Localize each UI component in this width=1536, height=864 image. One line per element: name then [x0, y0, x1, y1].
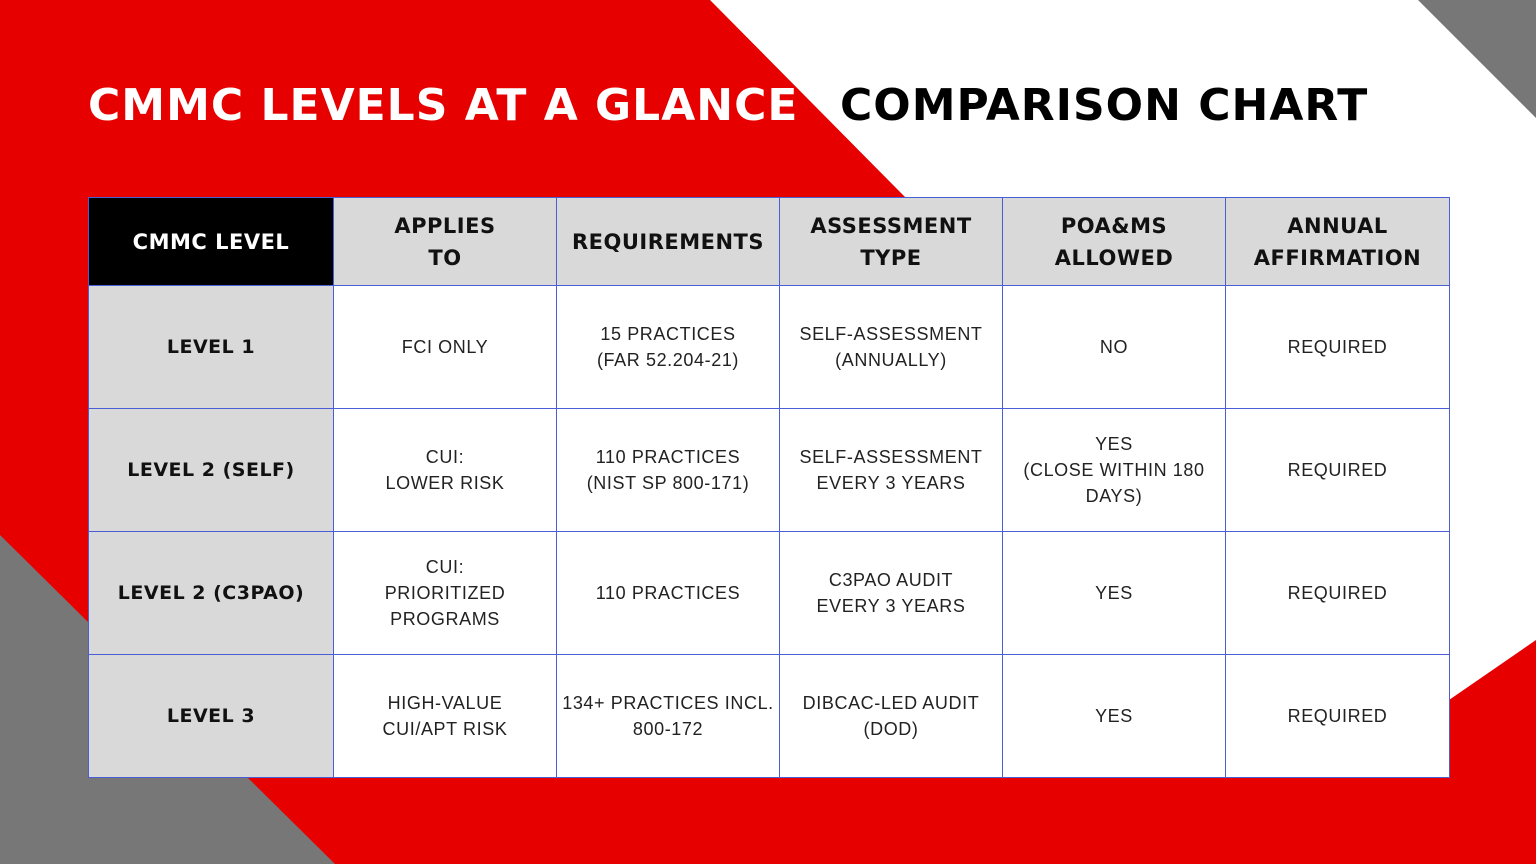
column-header: POA&MS ALLOWED: [1002, 197, 1226, 286]
column-header: ANNUAL AFFIRMATION: [1225, 197, 1450, 286]
comparison-table: CMMC LEVEL APPLIES TO REQUIREMENTS ASSES…: [88, 197, 1450, 778]
table-cell: REQUIRED: [1225, 654, 1450, 778]
table-cell: HIGH-VALUE CUI/APT RISK: [333, 654, 557, 778]
table-row: LEVEL 1 FCI ONLY 15 PRACTICES (FAR 52.20…: [88, 285, 1450, 409]
table-cell: FCI ONLY: [333, 285, 557, 409]
table-header-row: CMMC LEVEL APPLIES TO REQUIREMENTS ASSES…: [88, 197, 1450, 286]
column-header: ASSESSMENT TYPE: [779, 197, 1003, 286]
table-cell: YES: [1002, 654, 1226, 778]
page-subtitle: COMPARISON CHART: [840, 80, 1369, 131]
table-cell: DIBCAC-LED AUDIT (DOD): [779, 654, 1003, 778]
table-cell: C3PAO AUDIT EVERY 3 YEARS: [779, 531, 1003, 655]
row-label-cell: LEVEL 1: [88, 285, 334, 409]
gray-top-right-shape: [1418, 0, 1536, 118]
table-cell: 15 PRACTICES (FAR 52.204-21): [556, 285, 780, 409]
gray-bottom-left-shape: [0, 535, 335, 864]
table-cell: CUI: LOWER RISK: [333, 408, 557, 532]
table-cell: 110 PRACTICES: [556, 531, 780, 655]
table-cell: SELF-ASSESSMENT (ANNUALLY): [779, 285, 1003, 409]
table-cell: CUI: PRIORITIZED PROGRAMS: [333, 531, 557, 655]
table-cell: REQUIRED: [1225, 408, 1450, 532]
table-row: LEVEL 3 HIGH-VALUE CUI/APT RISK 134+ PRA…: [88, 654, 1450, 778]
column-header: APPLIES TO: [333, 197, 557, 286]
table-cell: NO: [1002, 285, 1226, 409]
row-label-cell: LEVEL 2 (SELF): [88, 408, 334, 532]
table-cell: REQUIRED: [1225, 531, 1450, 655]
column-header: REQUIREMENTS: [556, 197, 780, 286]
table-row: LEVEL 2 (SELF) CUI: LOWER RISK 110 PRACT…: [88, 408, 1450, 532]
table-cell: YES: [1002, 531, 1226, 655]
red-bottom-shape: [0, 778, 1536, 864]
row-label-cell: LEVEL 3: [88, 654, 334, 778]
page-title: CMMC LEVELS AT A GLANCE: [88, 80, 799, 131]
row-label-cell: LEVEL 2 (C3PAO): [88, 531, 334, 655]
table-cell: REQUIRED: [1225, 285, 1450, 409]
red-top-shape: [0, 0, 905, 778]
column-header: CMMC LEVEL: [88, 197, 334, 286]
table-cell: 134+ PRACTICES INCL. 800-172: [556, 654, 780, 778]
table-cell: YES (CLOSE WITHIN 180 DAYS): [1002, 408, 1226, 532]
table-row: LEVEL 2 (C3PAO) CUI: PRIORITIZED PROGRAM…: [88, 531, 1450, 655]
table-cell: 110 PRACTICES (NIST SP 800-171): [556, 408, 780, 532]
table-cell: SELF-ASSESSMENT EVERY 3 YEARS: [779, 408, 1003, 532]
